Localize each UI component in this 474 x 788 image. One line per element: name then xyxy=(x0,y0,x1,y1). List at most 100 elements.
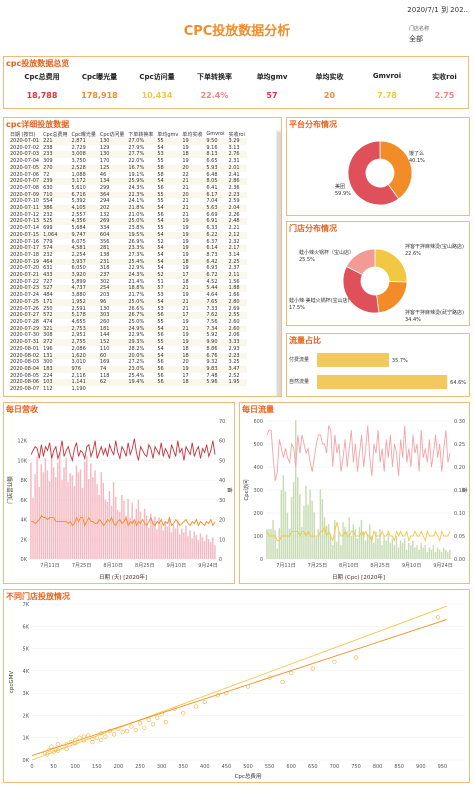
y2-tick-label: 70 xyxy=(219,419,225,425)
data-bar xyxy=(348,518,349,559)
daily-traffic-title: 每日流量 xyxy=(242,404,274,415)
table-cell: 300 xyxy=(41,359,69,366)
table-cell: 19 xyxy=(180,245,204,252)
table-scrollbar-thumb[interactable] xyxy=(277,132,281,397)
data-bar xyxy=(189,530,190,559)
table-cell: 3.14 xyxy=(226,252,246,259)
data-bar xyxy=(183,532,184,559)
data-bar xyxy=(429,548,430,560)
pie-slice xyxy=(375,249,407,282)
store-filter-select[interactable]: 全部 xyxy=(409,34,423,44)
data-bar xyxy=(38,487,39,559)
table-cell: 2,591 xyxy=(69,306,97,313)
table-scrollbar[interactable] xyxy=(276,130,282,397)
table-header[interactable]: Cpc总费用 xyxy=(41,130,69,138)
table-header[interactable]: Gmvroi xyxy=(204,130,226,138)
table-cell: 23.3% xyxy=(126,245,155,252)
table-cell: 56 xyxy=(155,379,180,386)
table-cell: 17 xyxy=(180,272,204,279)
data-bar xyxy=(107,502,108,559)
table-cell: 27.9% xyxy=(126,145,155,152)
x-tick-label: 8月10日 xyxy=(103,563,123,569)
table-cell: 17 xyxy=(180,312,204,319)
data-bar xyxy=(357,538,358,559)
y-axis-label: Cpc访问 xyxy=(242,479,250,500)
table-cell: 2.52 xyxy=(226,373,246,380)
table-cell: 25.9% xyxy=(126,178,155,185)
date-range[interactable]: 2020/7/1 到 202.. xyxy=(407,5,468,15)
pie-label: 拌客干拌麻辣烫(武宁路店) xyxy=(405,309,464,316)
table-cell: 18 xyxy=(180,279,204,286)
scatter-point xyxy=(155,716,159,720)
table-cell: 181 xyxy=(98,326,126,333)
table-header[interactable]: Cpc访问量 xyxy=(98,130,126,138)
data-bar xyxy=(396,536,397,559)
pie-label: 蛙小辣·美蛙火锅杯(宝山店) xyxy=(289,297,350,304)
table-cell: 2020-07-04 xyxy=(8,158,41,165)
table-cell: 5,610 xyxy=(69,185,97,192)
data-bar xyxy=(181,528,182,559)
table-cell: 1.88 xyxy=(226,285,246,292)
table-header[interactable]: 日期 (按日) xyxy=(8,130,41,138)
data-bar xyxy=(43,472,44,559)
table-cell: 2.21 xyxy=(226,225,246,232)
data-bar xyxy=(318,529,319,559)
scatter-point xyxy=(181,711,185,715)
table-cell: 24.1% xyxy=(126,198,155,205)
table-cell: 25.4% xyxy=(126,373,155,380)
table-cell: 202 xyxy=(98,205,126,212)
x-tick-label: 7月11日 xyxy=(40,563,60,569)
data-bar xyxy=(408,543,409,559)
table-header[interactable]: 单均实收 xyxy=(180,130,204,138)
kpi-value: 2.75 xyxy=(415,91,474,100)
bar-value-label: 35.7% xyxy=(392,358,408,364)
data-bar xyxy=(266,529,267,559)
table-header[interactable]: 单均gmv xyxy=(155,130,180,138)
table-header[interactable]: 下单转换率 xyxy=(126,130,155,138)
table-cell: 7.34 xyxy=(204,326,226,333)
x-tick-label: 7月11日 xyxy=(276,563,296,569)
y-tick-label: 3K xyxy=(23,691,30,697)
table-header[interactable]: Cpc曝光量 xyxy=(69,130,97,138)
table-header[interactable]: 实收roi xyxy=(226,130,246,138)
